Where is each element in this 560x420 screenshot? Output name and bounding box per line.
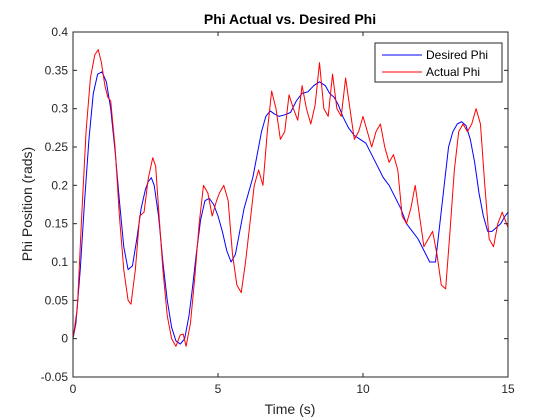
series-line-actual-phi <box>72 49 509 347</box>
x-tick-label: 10 <box>356 382 370 396</box>
chart-title: Phi Actual vs. Desired Phi <box>204 11 376 27</box>
x-axis-label: Time (s) <box>265 401 316 417</box>
y-tick-label: 0.2 <box>51 178 68 192</box>
y-tick-label: 0.25 <box>45 140 69 154</box>
y-tick-label: 0.05 <box>45 293 69 307</box>
plot-frame <box>72 31 509 378</box>
y-axis: -0.05 0 0.05 0.1 0.15 0.2 0.25 0.3 0.35 0.4 <box>41 25 508 384</box>
y-axis-label: Phi Position (rads) <box>19 147 35 261</box>
y-tick-label: 0 <box>61 332 68 346</box>
y-tick-label: 0.4 <box>51 25 68 39</box>
x-tick-label: 5 <box>215 382 222 396</box>
x-tick-label: 15 <box>501 382 515 396</box>
legend-label-actual-phi: Actual Phi <box>426 65 480 79</box>
series-layer <box>72 49 509 347</box>
legend-label-desired-phi: Desired Phi <box>426 48 488 62</box>
y-tick-label: 0.15 <box>45 217 69 231</box>
legend: Desired Phi Actual Phi <box>374 42 503 83</box>
plot-area <box>73 32 508 377</box>
y-tick-label: -0.05 <box>41 370 69 384</box>
x-axis: 0 5 10 15 <box>70 32 515 396</box>
y-tick-label: 0.3 <box>51 102 68 116</box>
x-tick-label: 0 <box>70 382 77 396</box>
y-tick-label: 0.1 <box>51 255 68 269</box>
y-tick-label: 0.35 <box>45 63 69 77</box>
legend-box <box>374 42 503 83</box>
